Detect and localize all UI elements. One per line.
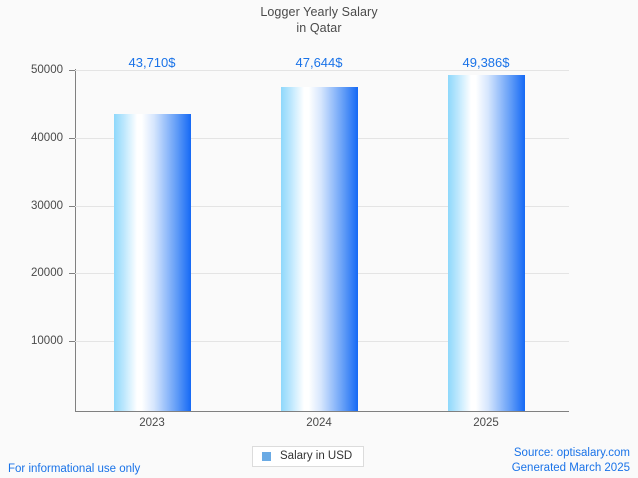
footer-generated-date: Generated March 2025 (511, 462, 630, 474)
y-tick-label-40000: 40000 (31, 132, 63, 144)
y-axis-tick-labels: 50000 40000 30000 20000 10000 (0, 0, 63, 478)
gridline-50000 (75, 70, 569, 71)
y-tick-label-30000: 30000 (31, 200, 63, 212)
y-tick-mark-30000 (69, 206, 75, 207)
x-axis-line (75, 411, 569, 412)
y-tick-mark-50000 (69, 70, 75, 71)
footer-source-block: Source: optisalary.com Generated March 2… (512, 446, 630, 476)
y-axis-line (75, 69, 76, 412)
legend-label-salary-in-usd: Salary in USD (280, 450, 353, 462)
chart-title-main: Logger Yearly Salary (260, 5, 378, 19)
y-tick-mark-10000 (69, 341, 75, 342)
x-tick-label-2025: 2025 (473, 417, 499, 429)
footer-source-link[interactable]: Source: optisalary.com (513, 447, 630, 459)
legend-marker-salary-in-usd (262, 452, 271, 461)
bar-2025[interactable] (448, 75, 525, 411)
x-tick-label-2023: 2023 (139, 417, 165, 429)
bar-2024[interactable] (281, 87, 358, 411)
value-label-2023: 43,710$ (128, 55, 176, 70)
chart-legend[interactable]: Salary in USD (252, 446, 365, 467)
x-tick-label-2024: 2024 (306, 417, 332, 429)
value-label-2025: 49,386$ (462, 55, 510, 70)
bar-2023[interactable] (114, 114, 191, 411)
y-tick-mark-20000 (69, 273, 75, 274)
plot-area (75, 70, 569, 411)
value-label-2024: 47,644$ (295, 55, 343, 70)
y-tick-label-50000: 50000 (31, 64, 63, 76)
y-tick-label-20000: 20000 (31, 267, 63, 279)
y-tick-mark-40000 (69, 138, 75, 139)
footer-disclaimer: For informational use only (8, 463, 141, 475)
chart-title-subtitle: in Qatar (296, 21, 342, 35)
chart-title: Logger Yearly Salary in Qatar (0, 4, 638, 36)
y-tick-label-10000: 10000 (31, 335, 63, 347)
